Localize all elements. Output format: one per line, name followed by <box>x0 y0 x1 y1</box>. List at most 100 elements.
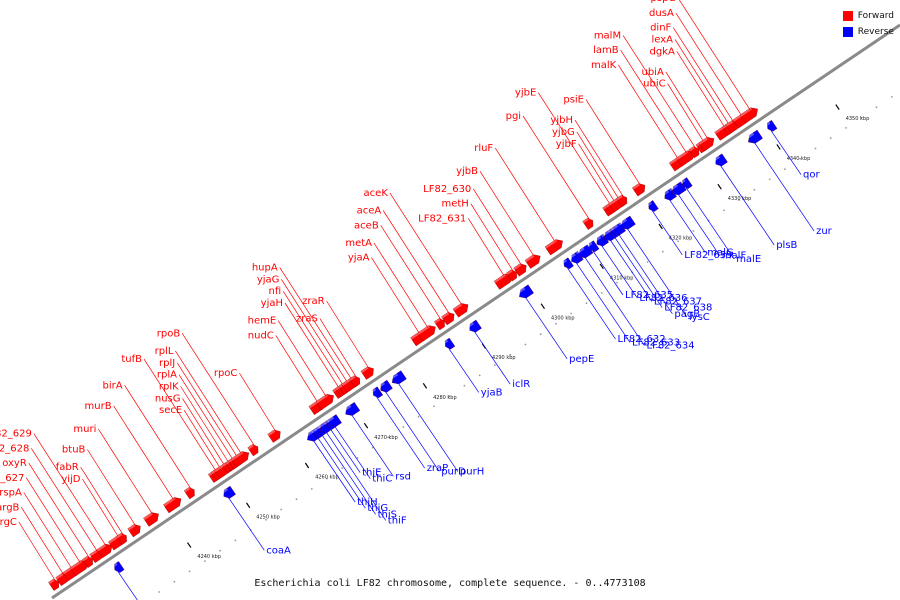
reverse-leader <box>652 210 683 255</box>
ruler-dot <box>478 374 481 377</box>
reverse-gene <box>764 120 778 132</box>
reverse-gene-label: pepE <box>569 354 594 365</box>
reverse-gene-label: LF82_636 <box>639 293 687 304</box>
forward-leader <box>326 300 369 369</box>
forward-leader <box>574 119 624 197</box>
forward-gene <box>247 444 259 457</box>
forward-strand-layer: argC argB rspA LF82_627 oxyR LF82_628 LF82_629… <box>0 0 758 591</box>
forward-gene-label: LF82_628 <box>0 443 29 454</box>
reverse-leader <box>397 382 459 472</box>
forward-gene-label: nusG <box>155 393 181 404</box>
tick-label: 4290 kbp <box>492 355 516 361</box>
reverse-gene <box>646 200 659 212</box>
forward-gene-label: birA <box>103 380 123 391</box>
ruler-dot <box>768 178 771 181</box>
tick-layer: 4240 kbp 4250 kbp 4260 kbp 4270 kbp 4280 kbp… <box>158 96 893 593</box>
forward-leader <box>578 143 615 202</box>
forward-leader <box>494 147 556 243</box>
forward-gene <box>96 543 113 559</box>
forward-leader <box>87 449 136 526</box>
reverse-gene <box>220 485 236 499</box>
reverse-leader <box>626 227 688 318</box>
forward-leader <box>380 225 441 320</box>
tick-label: 4250 kbp <box>256 514 280 520</box>
reverse-leader <box>473 331 511 385</box>
forward-gene-label: fabR <box>56 462 79 473</box>
forward-gene <box>544 239 563 256</box>
forward-gene-label: yjbE <box>515 88 536 99</box>
reverse-gene <box>680 177 693 189</box>
forward-gene-label: rplK <box>159 382 179 393</box>
reverse-gene <box>568 250 584 264</box>
forward-gene <box>513 263 527 277</box>
forward-leader <box>183 410 221 469</box>
tick-label: 4330 kbp <box>728 196 752 202</box>
reverse-gene <box>326 414 342 427</box>
reverse-gene-label: qor <box>803 170 820 181</box>
reverse-gene-label: plsB <box>776 240 797 251</box>
reverse-leader <box>770 130 802 175</box>
ruler-dot <box>616 281 618 284</box>
ruler-dot <box>677 240 679 243</box>
ruler-dot <box>829 137 832 140</box>
forward-gene-label: rpoB <box>157 328 181 339</box>
reverse-gene <box>111 561 125 573</box>
ruler-dot <box>814 147 817 150</box>
reverse-leader <box>317 437 366 509</box>
forward-leader <box>538 92 611 205</box>
tick-mark <box>835 104 840 110</box>
forward-gene-label: dusA <box>649 8 674 19</box>
reverse-leader <box>376 396 425 469</box>
tick-mark <box>245 502 251 509</box>
reverse-gene-label: LF82_634 <box>647 341 695 352</box>
tick-mark <box>540 303 545 310</box>
forward-gene-label: psiE <box>563 95 584 106</box>
forward-gene-label: LF82_629 <box>0 429 32 440</box>
forward-gene <box>698 137 715 152</box>
forward-leader <box>371 257 420 334</box>
forward-gene <box>506 269 517 282</box>
forward-leader <box>239 372 276 432</box>
reverse-gene <box>442 337 456 350</box>
forward-leader <box>679 0 751 111</box>
forward-gene-label: rspA <box>0 488 22 499</box>
tick-label: 4260 kbp <box>315 475 339 481</box>
reverse-gene-label: LF82_633 <box>632 337 680 348</box>
ruler-dot <box>524 343 527 346</box>
forward-gene <box>441 312 455 326</box>
reverse-gene <box>466 319 482 333</box>
reverse-leader <box>329 428 361 473</box>
reverse-leader <box>524 296 568 359</box>
forward-gene <box>230 451 250 468</box>
forward-gene <box>315 394 334 410</box>
reverse-leader <box>592 250 624 296</box>
forward-gene-label: LF82_627 <box>0 473 24 484</box>
forward-gene-label: metA <box>345 238 372 249</box>
reverse-gene <box>611 222 626 236</box>
forward-gene <box>48 578 59 591</box>
ruler-dot <box>158 591 161 593</box>
ruler-dot <box>265 518 267 521</box>
forward-leader <box>617 64 679 159</box>
tick-mark <box>304 462 310 469</box>
forward-leader <box>675 12 743 117</box>
forward-gene-label: murB <box>85 401 112 412</box>
reverse-gene <box>618 215 636 230</box>
forward-gene <box>739 107 758 124</box>
forward-gene-label: yjaH <box>261 298 283 309</box>
forward-leader <box>667 83 704 142</box>
forward-gene-label: rluF <box>474 143 493 154</box>
forward-gene-label: muri <box>73 424 96 435</box>
ruler-dot <box>463 384 466 387</box>
reverse-leader <box>321 434 376 515</box>
forward-gene-label: aceA <box>357 206 382 217</box>
ruler-dot <box>646 261 649 263</box>
forward-gene-label: pgi <box>506 111 521 122</box>
forward-leader <box>282 291 344 386</box>
forward-gene-label: argC <box>0 517 17 528</box>
ruler-dot <box>784 168 786 171</box>
forward-gene-label: metH <box>441 199 468 210</box>
reverse-leader <box>685 187 735 260</box>
forward-leader <box>18 521 56 581</box>
